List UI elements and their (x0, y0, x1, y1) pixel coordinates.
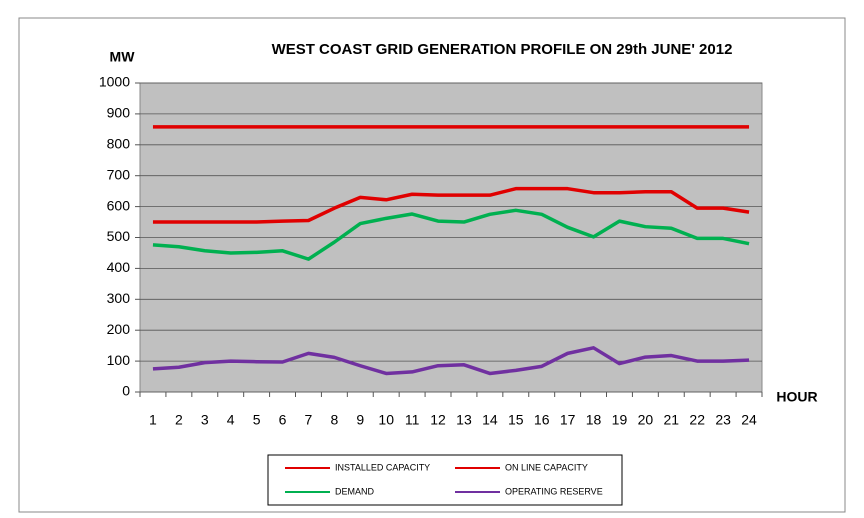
series-line (152, 208, 750, 261)
x-tick-label: 1 (149, 412, 157, 428)
y-tick-label: 400 (107, 259, 131, 275)
y-tick-label: 800 (107, 136, 131, 152)
y-tick-label: 1000 (99, 74, 130, 90)
x-axis-label: HOUR (776, 389, 817, 405)
series-line (152, 346, 750, 376)
legend-label: INSTALLED CAPACITY (335, 462, 430, 472)
x-tick-label: 3 (201, 412, 209, 428)
y-tick-label: 200 (107, 321, 131, 337)
y-tick-label: 600 (107, 197, 131, 213)
x-tick-label: 7 (305, 412, 313, 428)
y-tick-label: 0 (122, 383, 130, 399)
x-tick-label: 12 (430, 412, 446, 428)
y-tick-label: 300 (107, 290, 131, 306)
legend-label: OPERATING RESERVE (505, 486, 603, 496)
x-tick-label: 2 (175, 412, 183, 428)
x-tick-label: 8 (330, 412, 338, 428)
x-tick-label: 22 (689, 412, 705, 428)
x-tick-label: 23 (715, 412, 731, 428)
chart-title: WEST COAST GRID GENERATION PROFILE ON 29… (272, 41, 733, 58)
y-tick-label: 100 (107, 352, 131, 368)
x-tick-label: 20 (638, 412, 654, 428)
x-tick-label: 16 (534, 412, 550, 428)
legend (267, 454, 623, 506)
x-tick-label: 6 (279, 412, 287, 428)
x-tick-label: 17 (560, 412, 576, 428)
x-tick-label: 10 (378, 412, 394, 428)
series-line (152, 186, 750, 224)
x-tick-label: 18 (586, 412, 602, 428)
x-tick-label: 13 (456, 412, 472, 428)
x-tick-label: 21 (664, 412, 680, 428)
x-tick-label: 11 (405, 412, 420, 428)
legend-label: DEMAND (335, 486, 375, 496)
x-tick-label: 9 (356, 412, 364, 428)
x-tick-label: 4 (227, 412, 235, 428)
y-tick-label: 900 (107, 105, 131, 121)
y-tick-label: 700 (107, 166, 131, 182)
x-tick-label: 24 (741, 412, 757, 428)
legend-label: ON LINE CAPACITY (505, 462, 588, 472)
x-tick-label: 15 (508, 412, 524, 428)
y-tick-label: 500 (107, 228, 131, 244)
x-tick-label: 19 (612, 412, 628, 428)
x-tick-label: 14 (482, 412, 498, 428)
x-tick-label: 5 (253, 412, 261, 428)
y-axis-label: MW (110, 49, 136, 65)
